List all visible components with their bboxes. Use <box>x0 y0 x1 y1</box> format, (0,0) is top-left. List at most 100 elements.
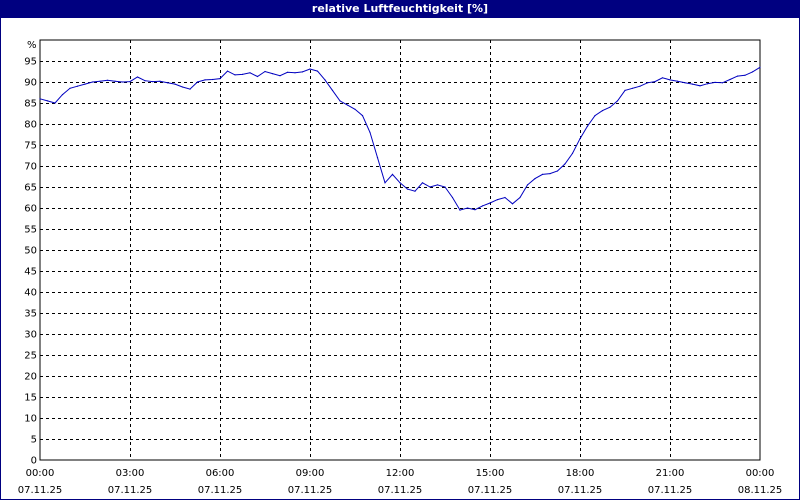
data-point <box>316 70 319 72</box>
data-point <box>736 75 739 77</box>
data-point <box>759 66 761 68</box>
x-tick-time-label: 12:00 <box>386 468 415 479</box>
x-tick-date-label: 08.11.25 <box>738 485 783 496</box>
data-point <box>241 73 244 75</box>
plot-area-border <box>39 39 761 461</box>
ticks-layer: 0 5 10 15 20 25 30 35 40 45 50 55 60 65 70 75 80 85 90 95 00… <box>18 57 783 497</box>
data-point <box>204 79 206 81</box>
data-point <box>729 78 731 81</box>
data-point <box>159 80 161 82</box>
data-point <box>76 85 79 87</box>
data-point <box>61 94 64 96</box>
x-tick-time-label: 03:00 <box>116 468 145 479</box>
x-tick-date-label: 07.11.25 <box>648 485 693 496</box>
data-point <box>391 173 394 175</box>
data-point <box>744 74 746 76</box>
x-tick-date-label: 07.11.25 <box>288 485 333 496</box>
data-point <box>496 199 499 201</box>
data-point <box>376 157 379 159</box>
data-point <box>639 85 641 87</box>
x-tick-time-label: 15:00 <box>476 468 505 479</box>
data-point <box>144 80 146 82</box>
y-axis-label: % <box>27 40 37 51</box>
data-point <box>211 78 214 81</box>
data-point <box>399 182 401 184</box>
data-point <box>121 81 124 83</box>
data-point <box>526 184 529 186</box>
y-tick-label: 50 <box>24 246 37 257</box>
data-point <box>189 88 191 90</box>
data-point <box>219 78 221 80</box>
data-point <box>616 100 619 102</box>
data-point <box>196 81 199 83</box>
data-point <box>451 196 454 199</box>
data-point <box>249 72 251 74</box>
data-point <box>279 75 281 77</box>
data-point <box>294 72 296 74</box>
data-point <box>661 77 664 79</box>
data-point <box>624 89 626 91</box>
data-point <box>234 74 236 76</box>
x-tick-time-label: 09:00 <box>296 468 325 479</box>
grid-layer <box>40 40 760 460</box>
x-tick-date-label: 07.11.25 <box>18 485 63 496</box>
data-point <box>271 73 274 75</box>
data-point <box>91 81 94 83</box>
data-point <box>369 131 371 133</box>
data-point <box>136 76 139 78</box>
data-point <box>466 207 469 209</box>
y-tick-label: 90 <box>24 78 37 89</box>
data-point <box>751 71 754 73</box>
data-point <box>406 188 409 190</box>
data-point <box>721 82 724 84</box>
data-point <box>646 82 649 84</box>
data-point <box>579 138 581 140</box>
data-point <box>706 83 709 85</box>
data-point <box>631 87 634 89</box>
x-tick-date-label: 07.11.25 <box>558 485 603 496</box>
data-point <box>534 178 536 180</box>
data-point <box>181 86 184 88</box>
data-point <box>586 125 589 127</box>
data-point <box>549 173 551 175</box>
data-point <box>46 100 49 102</box>
data-point <box>106 79 109 81</box>
data-point <box>301 71 304 73</box>
y-tick-label: 5 <box>31 435 37 446</box>
data-point <box>54 102 56 104</box>
data-point <box>714 81 716 83</box>
x-tick-time-label: 00:00 <box>746 468 775 479</box>
y-tick-label: 65 <box>24 183 37 194</box>
data-point <box>114 80 116 82</box>
data-point <box>286 71 289 73</box>
chart-title: relative Luftfeuchtigkeit [%] <box>311 2 489 15</box>
data-point <box>429 186 431 188</box>
data-point <box>654 81 656 83</box>
data-point <box>504 196 506 199</box>
data-point <box>474 209 476 211</box>
data-point <box>309 68 311 70</box>
data-point <box>256 75 259 78</box>
x-tick-date-label: 07.11.25 <box>108 485 153 496</box>
data-point <box>346 104 349 106</box>
data-point <box>39 98 41 100</box>
y-tick-label: 0 <box>31 456 37 467</box>
data-point <box>84 83 86 85</box>
y-tick-label: 40 <box>24 288 37 299</box>
data-point <box>69 87 71 89</box>
data-point <box>99 80 101 82</box>
title-bar <box>0 0 800 18</box>
data-point <box>264 70 266 73</box>
y-tick-label: 15 <box>24 393 37 404</box>
x-tick-time-label: 00:00 <box>26 468 55 479</box>
y-tick-label: 80 <box>24 120 37 131</box>
points-layer <box>39 66 761 211</box>
data-point <box>691 83 694 85</box>
data-point <box>459 209 461 211</box>
y-tick-label: 20 <box>24 372 37 383</box>
data-point <box>519 196 521 199</box>
x-tick-date-label: 07.11.25 <box>378 485 423 496</box>
data-point <box>594 115 596 117</box>
x-tick-time-label: 21:00 <box>656 468 685 479</box>
